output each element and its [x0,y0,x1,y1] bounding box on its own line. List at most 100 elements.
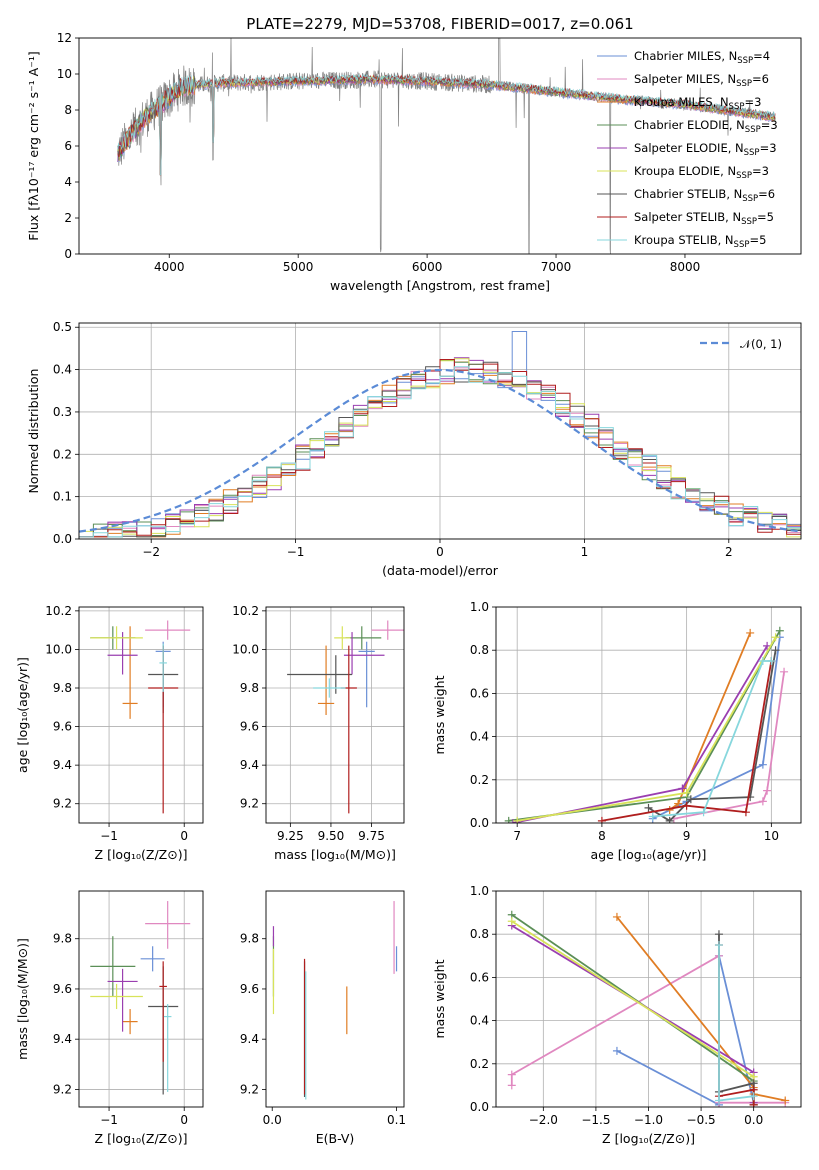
gaussian-curve [79,368,801,533]
axes-frame [265,606,405,824]
y-tick-label: 8 [64,103,72,117]
legend-nssp: =3 [744,95,761,109]
y-tick-label: 0.6 [470,970,489,984]
x-tick-label: 0.0 [744,1113,763,1127]
axes-frame [78,322,802,540]
errorbar-point-5 [90,983,143,1010]
errorbar-point-7 [159,961,167,1062]
y-tick-label: 9.2 [240,1082,259,1096]
y-tick-label: 0.2 [53,447,72,461]
x-tick-label: 9.50 [318,829,345,843]
legend-entry: Salpeter MILES, NSSP=6 [634,72,769,89]
errorbar-point-1 [371,620,404,640]
x-tick-label: 4000 [154,260,185,274]
weight-marker [749,1092,758,1101]
weight-marker [644,803,653,812]
weight-marker [758,797,767,806]
legend-sub: SSP [736,171,752,181]
x-tick-label: 9.25 [277,829,304,843]
legend-name: Kroupa STELIB, N [634,233,734,247]
legend-sub: SSP [736,79,752,89]
legend-nssp: =3 [760,141,777,155]
panel-age-weight: 7 8 9 10 0.0 0.2 0.4 0.6 0.8 1.0 age [log₁₀(age/yr… [432,600,802,862]
weight-marker [741,808,750,817]
y-tick-label: 0.8 [470,643,489,657]
y-tick-label: 6 [64,139,72,153]
y-tick-label: 0.5 [53,320,72,334]
axes-frame [78,606,204,824]
weight-marker [612,1046,621,1055]
x-tick-label: 0 [180,1113,188,1127]
y-tick-label: 12 [57,31,72,45]
legend-sub: SSP [744,148,760,158]
plot-area [79,323,801,539]
weight-marker [758,760,767,769]
y-tick-label: 9.8 [240,681,259,695]
legend-sub: SSP [734,240,750,250]
errorbar-point-8 [163,1004,172,1092]
errorbar-point-4 [107,632,138,675]
weight-line-7 [601,660,773,822]
axes-frame [265,890,405,1108]
weight-marker [767,657,776,665]
axes-frame [495,606,802,824]
plot-area [117,38,776,254]
x-tick-label: 10 [764,829,779,843]
y-tick-label: 0.0 [470,816,489,830]
legend-entry: 𝒩(0, 1) [740,337,782,351]
legend-entry: Kroupa MILES, NSSP=3 [634,95,761,112]
weight-marker [749,1100,758,1107]
weight-marker [686,795,695,804]
y-tick-label: 9.8 [53,681,72,695]
x-axis-label: Z [log₁₀(Z/Z⊙)] [95,1131,188,1146]
x-tick-label: 1 [581,545,589,559]
errorbar-point-5 [90,626,143,650]
weight-line-4 [512,645,768,823]
residual-histogram-8 [79,366,801,538]
y-tick-label: 0.1 [53,490,72,504]
y-tick-label: 0.3 [53,405,72,419]
x-axis-label: E(B-V) [316,1131,355,1146]
x-tick-label: 7000 [541,260,572,274]
y-axis-label: Normed distribution [26,369,41,494]
y-tick-label: 10.2 [232,604,259,618]
errorbar-point-2 [122,626,138,719]
legend-name: Kroupa ELODIE, N [634,164,736,178]
x-tick-label: 0.1 [387,1113,406,1127]
y-tick-label: 10.2 [45,604,72,618]
y-tick-label: 9.8 [53,932,72,946]
weight-marker [746,793,755,802]
legend-name: Chabrier ELODIE, N [634,118,745,132]
x-tick-label: −1 [100,1113,118,1127]
legend-name: Kroupa MILES, N [634,95,729,109]
legend-name: Chabrier STELIB, N [634,187,742,201]
y-tick-label: 0.8 [470,927,489,941]
y-tick-label: 0 [64,247,72,261]
y-tick-label: 0.0 [53,532,72,546]
y-tick-label: 9.6 [53,720,72,734]
weight-line-3 [511,914,755,1105]
model-line-8 [117,73,776,176]
errorbar-point-2 [317,645,335,715]
y-tick-label: 9.4 [53,1032,72,1046]
errorbar-point-4 [107,968,138,1032]
weight-marker [665,816,674,823]
weight-marker [771,633,780,642]
panel-z-age: −1 0 9.2 9.4 9.6 9.8 10.0 10.2 Z [log₁₀(Z/Z⊙)] ag… [15,604,204,862]
x-tick-label: 9 [683,829,691,843]
weight-marker [648,812,657,821]
errorbar-point-0 [358,641,375,708]
y-axis-label: age [log₁₀(age/yr)] [15,657,30,773]
weight-marker [682,801,691,810]
plot-area [496,607,801,823]
weight-line-8 [652,660,772,818]
weight-marker [781,1096,790,1105]
x-axis-label: age [log₁₀(age/yr)] [591,847,707,862]
legend-sub: SSP [729,102,745,112]
x-tick-label: −0.5 [687,1113,716,1127]
weight-marker [597,816,606,823]
axes-frame [78,890,204,1108]
legend-sub: SSP [745,125,761,135]
axes-frame [78,37,802,255]
